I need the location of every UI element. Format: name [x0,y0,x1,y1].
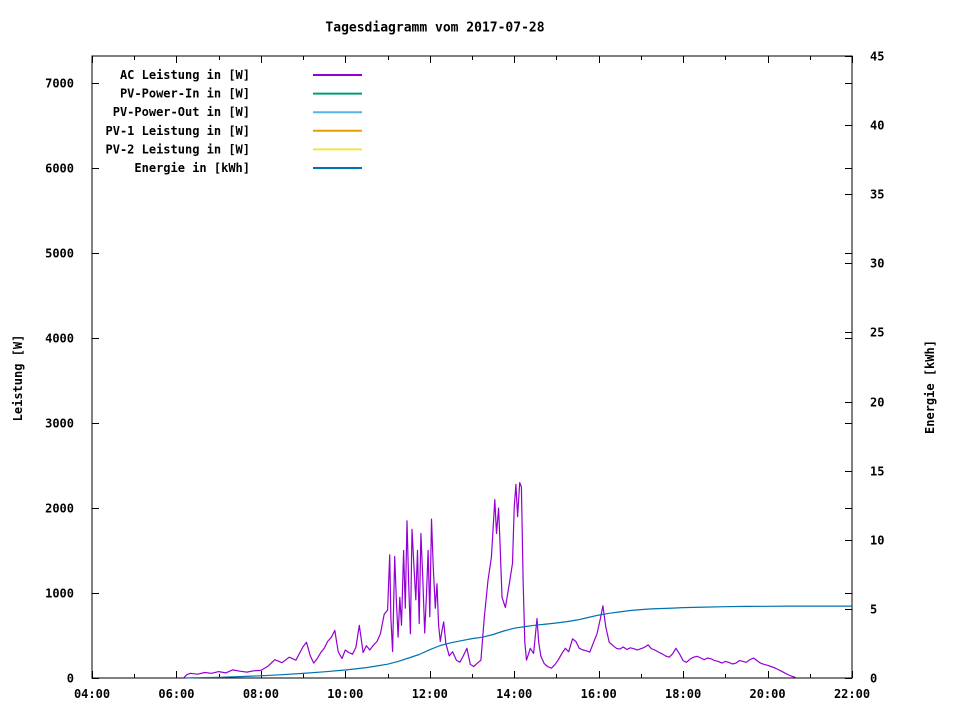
y2-tick-label: 0 [870,672,877,686]
y-tick-label: 6000 [45,162,74,176]
y2-tick-label: 15 [870,465,884,479]
y-tick-label: 1000 [45,587,74,601]
y-tick-label: 0 [67,672,74,686]
x-tick-label: 12:00 [412,687,448,701]
y-tick-label: 5000 [45,247,74,261]
y2-tick-label: 25 [870,326,884,340]
x-tick-label: 20:00 [749,687,785,701]
legend-item-label: PV-1 Leistung in [W] [106,124,251,138]
y2-tick-label: 10 [870,534,884,548]
x-tick-label: 06:00 [158,687,194,701]
x-tick-label: 16:00 [581,687,617,701]
y-tick-label: 4000 [45,332,74,346]
series-line-ac-leistung-in-w- [183,482,796,679]
x-tick-label: 22:00 [834,687,870,701]
y-tick-label: 7000 [45,77,74,91]
series-line-energie-in-kwh- [184,605,852,679]
legend-item-label: PV-Power-Out in [W] [113,105,250,119]
y-tick-label: 3000 [45,417,74,431]
y2-tick-label: 20 [870,396,884,410]
x-tick-label: 08:00 [243,687,279,701]
y2-tick-label: 35 [870,188,884,202]
chart-title: Tagesdiagramm vom 2017-07-28 [325,20,545,36]
legend-item-label: Energie in [kWh] [134,161,250,175]
legend-item-label: AC Leistung in [W] [120,68,250,82]
y-tick-label: 2000 [45,502,74,516]
y2-tick-label: 30 [870,257,884,271]
x-tick-label: 18:00 [665,687,701,701]
y2-tick-label: 45 [870,50,884,64]
x-tick-label: 14:00 [496,687,532,701]
legend-item-label: PV-Power-In in [W] [120,87,250,101]
y2-tick-label: 5 [870,603,877,617]
legend-item-label: PV-2 Leistung in [W] [106,142,251,156]
y2-tick-label: 40 [870,119,884,133]
x-tick-label: 04:00 [74,687,110,701]
x-tick-label: 10:00 [327,687,363,701]
